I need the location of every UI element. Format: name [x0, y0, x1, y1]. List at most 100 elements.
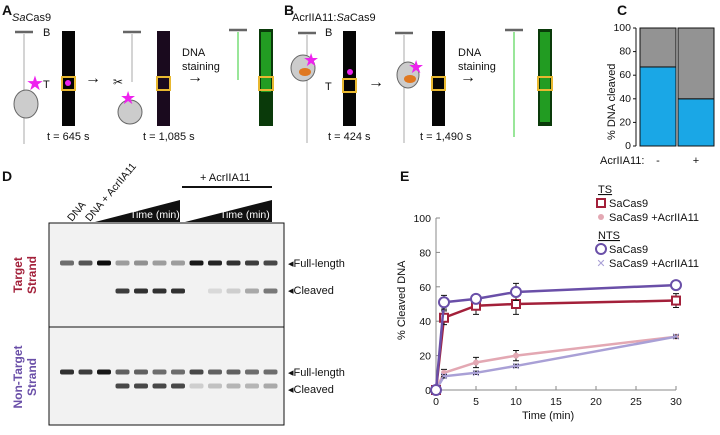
target-box [342, 78, 357, 93]
gel-band [208, 383, 222, 389]
c-bar-segment [639, 66, 677, 147]
cleaved-label-ts: ◂Cleaved [288, 285, 334, 297]
kymograph-image [157, 31, 170, 126]
circle-marker [430, 384, 442, 396]
gel-band [115, 260, 130, 266]
legend-group-heading: NTS [598, 230, 620, 242]
gel-band [152, 260, 167, 266]
e-error-bar [513, 363, 519, 369]
panel-c: C % DNA cleaved AcrIIA11: 0 20 40 60 80 100 - + [600, 2, 715, 167]
gel-band [263, 383, 278, 389]
gel-band [208, 369, 222, 375]
c-bar-segment [639, 27, 677, 68]
b-marker: B [43, 27, 50, 39]
arrow-icon: → [460, 69, 476, 86]
asterisk-marker [598, 214, 604, 220]
arrow-icon: → [85, 70, 101, 87]
c-x-tick-label: + [693, 155, 699, 167]
gel-band [208, 260, 222, 266]
time-gradient-wedge [185, 200, 272, 222]
fluorophore-star-icon: ★ [303, 50, 319, 70]
gel-band [115, 288, 130, 294]
cross-marker: ✕ [671, 332, 680, 344]
gel-band [115, 369, 130, 375]
e-y-tick-label: 0 [425, 385, 431, 397]
panel-b-label: B [284, 2, 294, 18]
gel-band [245, 260, 259, 266]
svg-text:Target: Target [11, 257, 25, 293]
gel-image [48, 222, 285, 426]
full-length-label-nts: ◂Full-length [288, 367, 345, 379]
gel-band [134, 369, 148, 375]
panel-d-label: D [2, 168, 12, 184]
lane-label-dna: DNA [65, 199, 88, 224]
e-y-tick-label: 60 [419, 282, 431, 294]
target-box [537, 76, 553, 91]
gel-band [208, 288, 222, 294]
fluorophore-star-icon: ★ [408, 57, 424, 77]
circle-marker [510, 285, 522, 298]
cas9-spot [347, 69, 353, 75]
c-y-tick-label: 60 [619, 69, 631, 81]
e-y-axis-label: % Cleaved DNA [396, 260, 408, 340]
panel-a-title: SaCas9 [12, 12, 51, 24]
panel-e-label: E [400, 168, 409, 184]
gel-band [189, 369, 204, 375]
t-marker: T [43, 79, 50, 91]
gel-band [226, 369, 241, 375]
legend-entry: SaCas9 +AcrIIA11 [609, 258, 699, 270]
cas9-protein-icon [117, 99, 143, 125]
square-marker [671, 295, 681, 306]
time-label: t = 645 s [47, 131, 90, 143]
time-label: t = 1,085 s [143, 131, 195, 143]
c-y-tick-label: 100 [613, 22, 631, 34]
e-x-tick-label: 25 [630, 396, 642, 408]
e-error-bar [473, 370, 479, 376]
circle-marker [670, 279, 682, 292]
gel-band [78, 369, 93, 375]
stain-label: DNA [458, 47, 482, 59]
fluorophore-star-icon: ★ [26, 73, 44, 95]
e-y-tick-label: 80 [419, 247, 431, 259]
e-y-tick-label: 100 [413, 213, 431, 225]
panel-a-label: A [2, 2, 12, 18]
time-label: Time (min) [130, 209, 180, 221]
legend-entry: SaCas9 [609, 244, 648, 256]
e-x-tick-label: 15 [550, 396, 562, 408]
gel-band [171, 369, 185, 375]
arrow-icon: → [368, 74, 384, 91]
circle-marker [595, 243, 607, 255]
scissors-icon: ✂ [113, 75, 123, 89]
asterisk-marker [513, 352, 519, 359]
target-box [431, 76, 446, 91]
panel-b-title: AcrIIA11:SaCas9 [292, 12, 376, 24]
gel-band [171, 260, 185, 266]
e-error-bar [673, 334, 679, 339]
non-target-strand-label: Non-Target Strand [11, 345, 39, 408]
gel-band [263, 369, 278, 375]
gel-band [245, 383, 259, 389]
acriia11-icon [299, 68, 311, 76]
c-y-tick-label: 80 [619, 46, 631, 58]
cleaved-label-nts: ◂Cleaved [288, 384, 334, 396]
stain-label: DNA [182, 47, 206, 59]
legend-group-heading: TS [598, 184, 612, 196]
square-marker [511, 299, 521, 309]
target-box [156, 76, 171, 91]
svg-text:Strand: Strand [25, 358, 39, 396]
circle-marker [470, 292, 482, 305]
target-box [61, 76, 76, 91]
e-legend: TS SaCas9 SaCas9 +AcrIIA11 NTS SaCas9 ✕ SaCas9… [595, 184, 699, 270]
gel-band [152, 383, 167, 389]
cross-marker: ✕ [471, 368, 480, 380]
e-y-tick-label: 20 [419, 351, 431, 363]
e-x-tick-label: 0 [433, 396, 439, 408]
panel-d: D DNA DNA + AcrIIA11 Time (min) + AcrIIA… [2, 161, 345, 426]
gel-band [115, 383, 130, 389]
c-y-axis-label: % DNA cleaved [606, 64, 618, 140]
c-bar-segment [677, 98, 715, 147]
gel-band [245, 288, 259, 294]
time-label: t = 1,490 s [420, 131, 472, 143]
gel-band [171, 288, 185, 294]
